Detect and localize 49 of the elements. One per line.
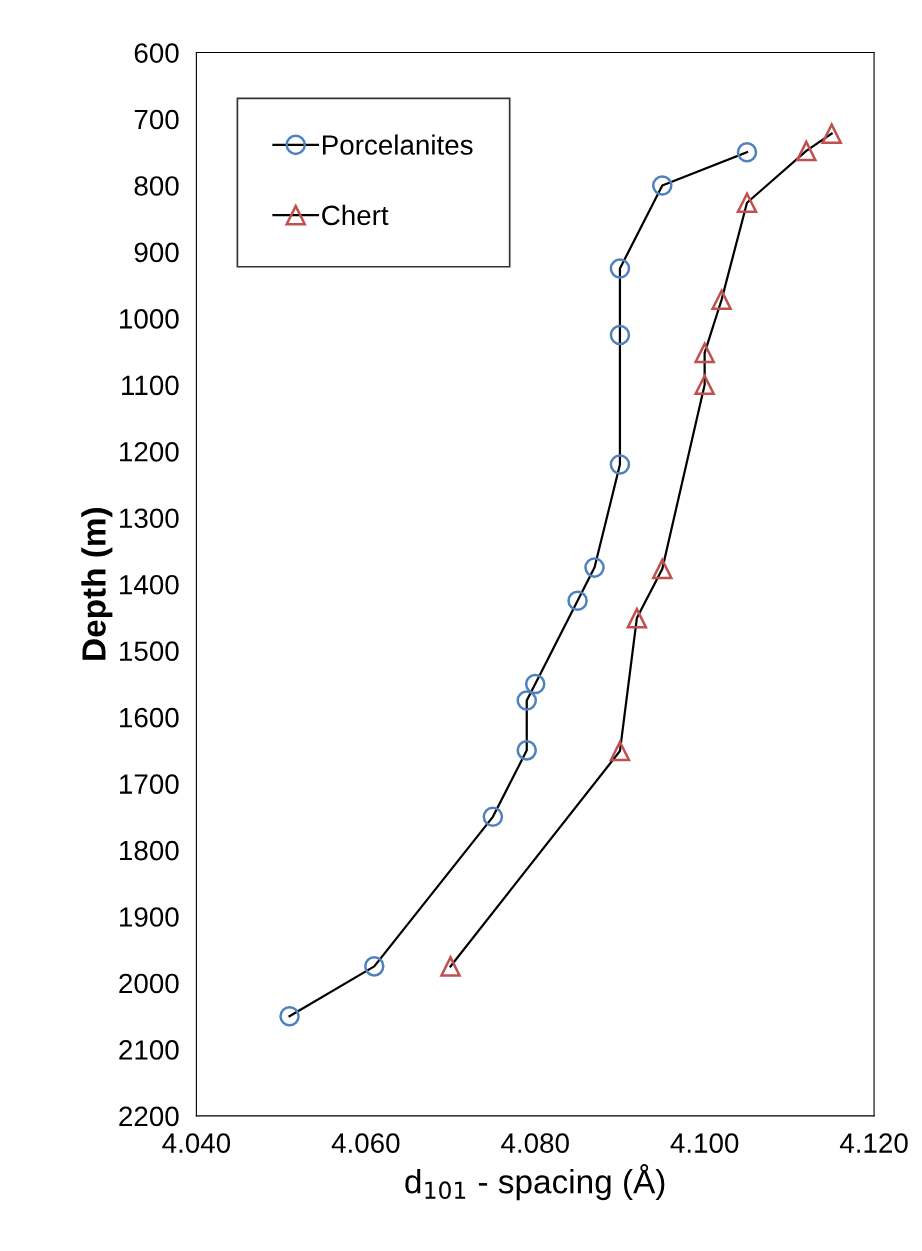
x-tick-label: 4.040 bbox=[162, 1133, 231, 1153]
y-tick-label: 1100 bbox=[122, 375, 179, 396]
x-tick-label: 4.080 bbox=[501, 1133, 569, 1153]
y-axis-title: Depth (m) bbox=[81, 508, 113, 660]
point bbox=[626, 607, 648, 629]
point bbox=[516, 740, 538, 761]
point bbox=[796, 140, 817, 162]
legend-label: Chert bbox=[322, 204, 389, 226]
point bbox=[516, 690, 538, 711]
y-tick-label: 1200 bbox=[120, 441, 179, 462]
y-tick-label: 1500 bbox=[120, 641, 179, 662]
y-tick-label: 1900 bbox=[120, 907, 179, 927]
x-tick-label: 4.120 bbox=[839, 1133, 908, 1153]
y-tick-label: 900 bbox=[134, 242, 179, 263]
y-tick-label: 2200 bbox=[119, 1106, 179, 1127]
y-tick-label: 2100 bbox=[119, 1040, 179, 1060]
y-tick-label: 1600 bbox=[120, 707, 179, 728]
y-tick-label: 1000 bbox=[120, 309, 179, 329]
point bbox=[711, 289, 732, 311]
y-tick-label: 1300 bbox=[120, 508, 179, 529]
x-tick-label: 4.100 bbox=[670, 1133, 739, 1153]
point bbox=[609, 740, 631, 762]
legend-label: Porcelanites bbox=[322, 134, 473, 155]
point bbox=[694, 342, 715, 364]
point bbox=[652, 558, 673, 580]
point bbox=[609, 258, 631, 279]
y-tick-label: 1400 bbox=[120, 574, 179, 595]
point bbox=[694, 374, 715, 396]
y-tick-label: 2000 bbox=[119, 973, 179, 994]
point bbox=[279, 1005, 300, 1027]
point bbox=[736, 192, 758, 214]
point bbox=[440, 956, 461, 977]
y-tick-label: 600 bbox=[134, 43, 179, 63]
y-tick-label: 700 bbox=[134, 109, 179, 130]
x-tick-label: 4.060 bbox=[331, 1133, 400, 1153]
point bbox=[364, 956, 385, 977]
y-tick-label: 800 bbox=[134, 176, 179, 196]
point bbox=[482, 806, 504, 828]
point bbox=[821, 123, 842, 144]
y-tick-label: 1700 bbox=[120, 774, 179, 794]
point bbox=[609, 324, 631, 346]
point bbox=[609, 454, 631, 475]
point bbox=[736, 141, 758, 163]
point bbox=[584, 557, 605, 578]
y-tick-label: 1800 bbox=[120, 840, 179, 861]
point bbox=[652, 175, 673, 196]
point bbox=[567, 590, 588, 612]
x-axis-title: d$_{101}$ - spacing (Å) bbox=[405, 1164, 665, 1201]
point bbox=[524, 673, 546, 695]
